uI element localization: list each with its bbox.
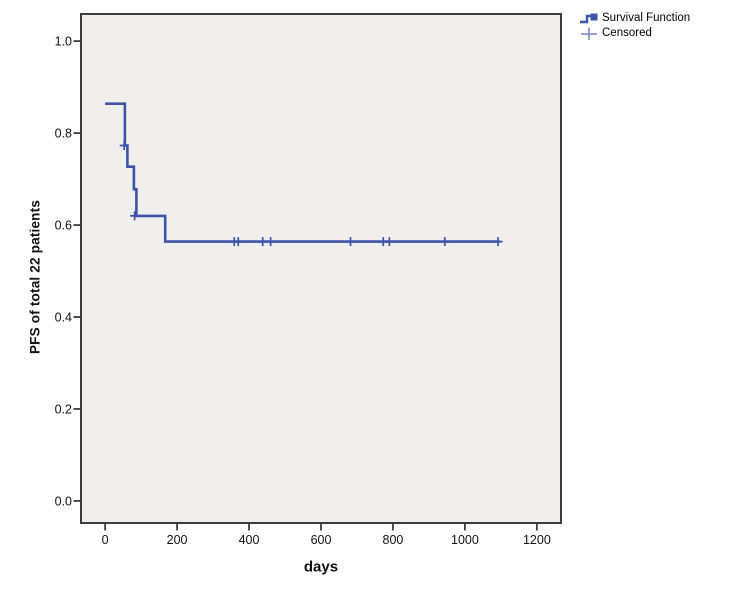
step-line-icon <box>580 13 598 23</box>
x-tick-label: 1000 <box>451 533 479 547</box>
x-tick-label: 0 <box>102 533 109 547</box>
legend-item-survival-function: Survival Function <box>579 11 690 25</box>
plot-panel <box>80 13 562 524</box>
legend-label-censored: Censored <box>602 27 652 39</box>
x-tick-label: 400 <box>239 533 260 547</box>
legend-item-censored: Censored <box>579 26 690 40</box>
x-tick-label: 800 <box>383 533 404 547</box>
survival-curve <box>105 102 500 243</box>
y-tick-label: 0.6 <box>55 219 72 233</box>
x-axis-title: days <box>303 558 339 576</box>
y-tick-label: 0.0 <box>55 494 72 508</box>
x-tick-label: 1200 <box>523 533 551 547</box>
plus-icon <box>581 27 597 40</box>
y-tick-label: 1.0 <box>55 35 72 49</box>
y-tick-label: 0.2 <box>55 402 72 416</box>
y-tick-label: 0.8 <box>55 127 72 141</box>
legend: Survival Function Censored <box>579 11 690 40</box>
x-tick-label: 200 <box>167 533 188 547</box>
x-tick-label: 600 <box>311 533 332 547</box>
legend-label-survival-function: Survival Function <box>602 12 691 24</box>
y-tick-label: 0.4 <box>55 311 72 325</box>
y-axis-title: PFS of total 22 patients <box>27 199 43 355</box>
